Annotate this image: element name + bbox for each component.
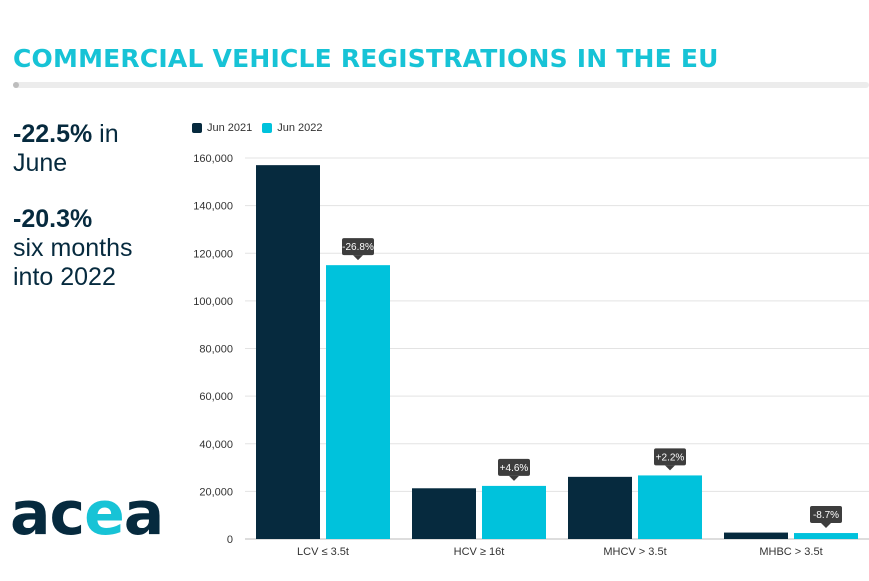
y-tick-label: 120,000: [193, 248, 233, 260]
legend-label-2021: Jun 2021: [207, 122, 253, 134]
change-label: -26.8%: [342, 242, 374, 253]
logo-letter: a: [10, 479, 50, 549]
acea-logo: acea: [10, 478, 164, 550]
change-label-pointer: [665, 465, 675, 471]
chart-legend: Jun 2021 Jun 2022: [192, 122, 333, 134]
bar-2021: [256, 165, 320, 540]
june-change-value: -22.5%: [13, 120, 93, 148]
change-label: +4.6%: [500, 463, 529, 474]
legend-label-2022: Jun 2022: [277, 122, 323, 134]
x-category-label: HCV ≥ 16t: [454, 546, 505, 558]
y-tick-label: 0: [227, 534, 233, 546]
change-label: -8.7%: [813, 510, 839, 521]
ytd-line1: six months: [13, 234, 133, 262]
legend-swatch-2021: [192, 123, 202, 133]
y-tick-label: 80,000: [199, 344, 233, 356]
change-label-pointer: [821, 523, 831, 529]
change-label-box: [654, 448, 686, 466]
june-label: June: [13, 149, 68, 177]
x-category-label: MHCV > 3.5t: [603, 546, 666, 558]
y-tick-label: 100,000: [193, 296, 233, 308]
june-change-suffix: in: [92, 120, 119, 148]
change-label-box: [498, 458, 530, 476]
change-label-pointer: [353, 255, 363, 261]
divider-dot: [13, 82, 19, 88]
ytd-line2: into 2022: [13, 263, 116, 291]
logo-letter: e: [84, 479, 125, 549]
legend-item-2021: Jun 2021: [192, 122, 252, 134]
y-tick-label: 160,000: [193, 153, 233, 165]
change-label-box: [810, 506, 842, 524]
logo-letter: c: [49, 479, 86, 549]
y-tick-label: 140,000: [193, 201, 233, 213]
x-category-label: LCV ≤ 3.5t: [297, 546, 349, 558]
change-label-box: [342, 238, 374, 256]
change-label-pointer: [509, 475, 519, 481]
ytd-change-value: -20.3%: [13, 205, 93, 233]
y-tick-label: 40,000: [199, 439, 233, 451]
title-divider: [13, 82, 869, 88]
bar-2022: [794, 533, 858, 539]
bar-2022: [482, 485, 546, 539]
change-label: +2.2%: [656, 452, 685, 463]
bar-2021: [568, 476, 632, 539]
bar-2021: [412, 488, 476, 539]
y-tick-label: 60,000: [199, 391, 233, 403]
june-stat: -22.5% in June: [13, 120, 119, 178]
logo-letter: a: [123, 479, 164, 549]
ytd-stat: -20.3% six months into 2022: [13, 205, 132, 292]
y-tick-label: 20,000: [199, 486, 233, 498]
x-category-label: MHBC > 3.5t: [759, 546, 822, 558]
bar-2022: [638, 475, 702, 539]
legend-swatch-2022: [262, 123, 273, 133]
legend-item-2022: Jun 2022: [262, 122, 323, 134]
bar-2022: [326, 265, 390, 539]
page-title: COMMERCIAL VEHICLE REGISTRATIONS IN THE …: [13, 44, 719, 73]
bar-2021: [724, 532, 788, 539]
